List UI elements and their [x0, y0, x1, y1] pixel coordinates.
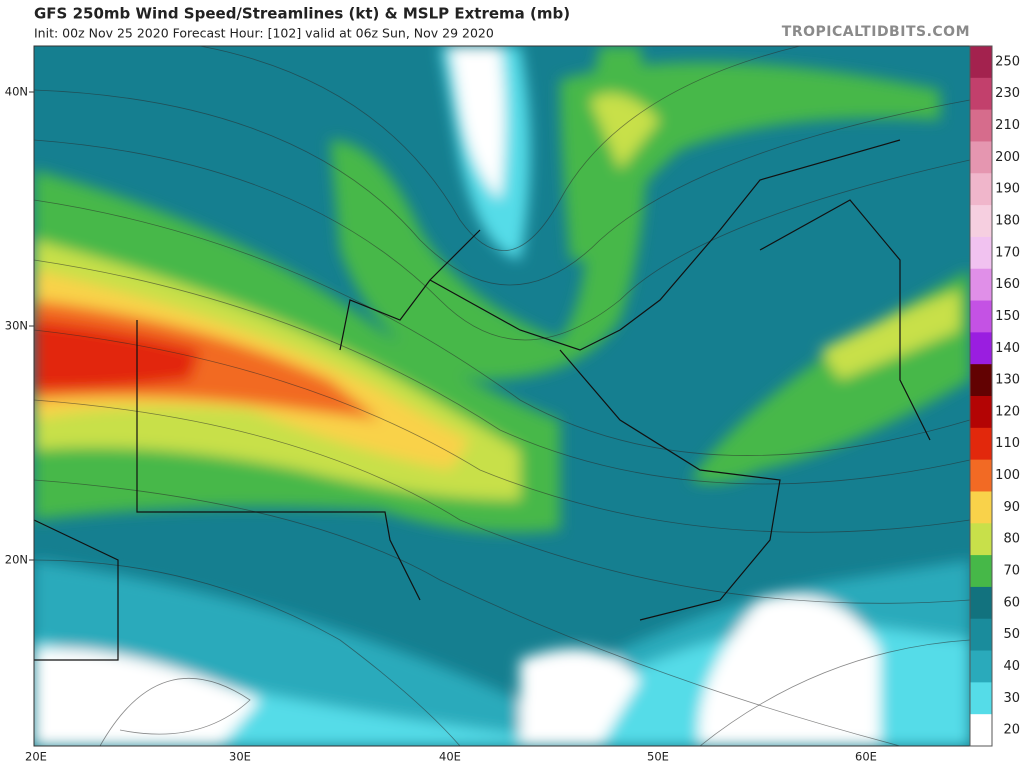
colorbar-swatch — [970, 714, 992, 747]
colorbar-swatch — [970, 236, 992, 270]
colorbar-label: 180 — [995, 214, 1020, 229]
lat-label: 30N — [5, 319, 28, 333]
lon-label: 30E — [229, 750, 251, 764]
watermark: TROPICALTIDBITS.COM — [782, 24, 970, 40]
colorbar-label: 120 — [995, 404, 1020, 419]
lon-label: 20E — [25, 750, 47, 764]
colorbar-label: 110 — [995, 436, 1020, 451]
colorbar-label: 50 — [1003, 627, 1020, 642]
colorbar-swatch — [970, 650, 992, 683]
wind-field — [34, 46, 970, 746]
colorbar-label: 100 — [995, 468, 1020, 483]
colorbar-label: 20 — [1003, 723, 1020, 738]
title: GFS 250mb Wind Speed/Streamlines (kt) & … — [34, 5, 570, 23]
borders — [34, 139, 931, 661]
colorbar-swatch — [970, 555, 992, 588]
colorbar-label: 40 — [1003, 659, 1020, 674]
colorbar-label: 150 — [995, 309, 1020, 324]
colorbar-swatch — [970, 109, 992, 142]
colorbar-swatch — [970, 682, 992, 715]
colorbar-swatch — [970, 364, 992, 397]
colorbar-swatch — [970, 205, 992, 238]
colorbar-label: 160 — [995, 277, 1020, 292]
streamlines — [34, 46, 970, 746]
colorbar-swatch — [970, 46, 992, 79]
colorbar-label: 60 — [1003, 595, 1020, 610]
colorbar-label: 200 — [995, 150, 1020, 165]
colorbar-swatch — [970, 618, 992, 652]
axes: 40N 30N 20N 20E 30E 40E 50E 60E — [5, 85, 877, 764]
lon-label: 60E — [855, 750, 877, 764]
colorbar-swatch — [970, 396, 992, 429]
colorbar-swatch — [970, 300, 992, 333]
lon-label: 50E — [647, 750, 669, 764]
colorbar-swatch — [970, 332, 992, 365]
colorbar-label: 250 — [995, 54, 1020, 69]
lon-label: 40E — [439, 750, 461, 764]
colorbar-swatch — [970, 459, 992, 492]
colorbar-label: 210 — [995, 118, 1020, 133]
colorbar-swatch — [970, 173, 992, 206]
colorbar-swatch — [970, 586, 992, 620]
colorbar-swatch — [970, 491, 992, 524]
colorbar-label: 170 — [995, 245, 1020, 260]
colorbar-label: 70 — [1003, 564, 1020, 579]
colorbar-swatch — [970, 141, 992, 174]
subtitle: Init: 00z Nov 25 2020 Forecast Hour: [10… — [34, 26, 494, 41]
colorbar-label: 140 — [995, 341, 1020, 356]
colorbar-swatch — [970, 523, 992, 556]
lat-label: 20N — [5, 553, 28, 567]
colorbar: 250 230 210 200 190 180 170 160 150 140 130 120 110 1… — [969, 45, 1020, 747]
colorbar-label: 80 — [1003, 532, 1020, 547]
colorbar-label: 130 — [995, 373, 1020, 388]
colorbar-label: 90 — [1003, 500, 1020, 515]
colorbar-swatch — [970, 268, 992, 302]
colorbar-swatch — [970, 77, 992, 111]
colorbar-label: 30 — [1003, 691, 1020, 706]
colorbar-frame — [969, 45, 993, 747]
colorbar-swatch — [970, 427, 992, 461]
lat-label: 40N — [5, 85, 28, 99]
colorbar-label: 190 — [995, 182, 1020, 197]
colorbar-label: 230 — [995, 86, 1020, 101]
